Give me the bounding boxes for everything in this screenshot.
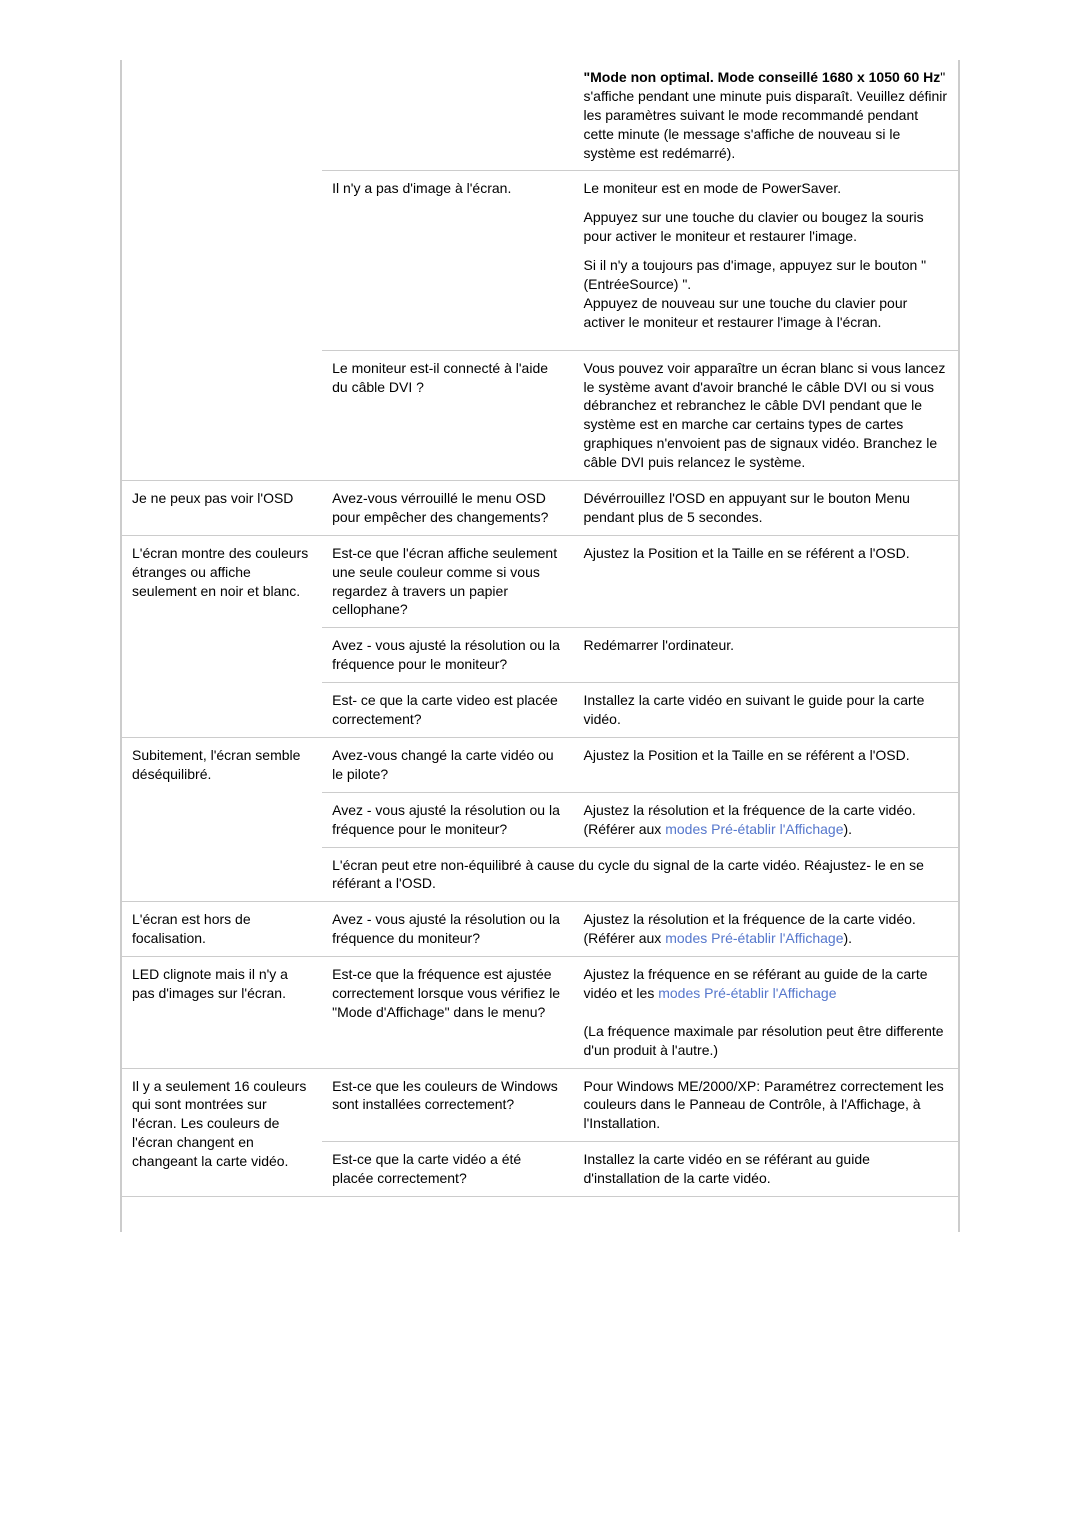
table-row: Subitement, l'écran semble déséquilibré.…	[121, 737, 959, 792]
symptom-cell	[121, 1196, 322, 1231]
check-cell: Est-ce que la fréquence est ajustée corr…	[322, 957, 573, 1068]
symptom-cell: Il y a seulement 16 couleurs qui sont mo…	[121, 1068, 322, 1196]
symptom-cell: Subitement, l'écran semble déséquilibré.	[121, 737, 322, 901]
solution-cell: Ajustez la résolution et la fréquence de…	[574, 792, 960, 847]
troubleshooting-table-wrap: "Mode non optimal. Mode conseillé 1680 x…	[120, 60, 960, 1232]
solution-cell: Vous pouvez voir apparaître un écran bla…	[574, 350, 960, 480]
text-run: Mode non optimal. Mode conseillé 1680 x …	[590, 69, 940, 85]
solution-cell: Dévérrouillez l'OSD en appuyant sur le b…	[574, 481, 960, 536]
table-row: L'écran est hors de focalisation.Avez - …	[121, 902, 959, 957]
reference-link[interactable]: modes Pré-établir l'Affichage	[665, 821, 843, 837]
text-run: (La fréquence maximale par résolution pe…	[584, 1023, 944, 1058]
solution-cell: Installez la carte vidéo en se référant …	[574, 1142, 960, 1197]
table-row: L'écran montre des couleurs étranges ou …	[121, 535, 959, 628]
symptom-cell: LED clignote mais il n'y a pas d'images …	[121, 957, 322, 1068]
check-cell: Est- ce que la carte video est placée co…	[322, 683, 573, 738]
solution-paragraph: Si il n'y a toujours pas d'image, appuye…	[584, 256, 949, 332]
solution-cell: Pour Windows ME/2000/XP: Paramétrez corr…	[574, 1068, 960, 1142]
check-cell: Est-ce que la carte vidéo a été placée c…	[322, 1142, 573, 1197]
table-row: Je ne peux pas voir l'OSDAvez-vous vérro…	[121, 481, 959, 536]
troubleshooting-table: "Mode non optimal. Mode conseillé 1680 x…	[120, 60, 960, 1232]
check-cell: Avez - vous ajusté la résolution ou la f…	[322, 628, 573, 683]
check-cell: Est-ce que l'écran affiche seulement une…	[322, 535, 573, 628]
check-cell	[322, 1196, 573, 1231]
solution-cell: Ajustez la résolution et la fréquence de…	[574, 902, 960, 957]
symptom-cell: L'écran est hors de focalisation.	[121, 902, 322, 957]
text-run: ).	[843, 821, 852, 837]
solution-cell: Ajustez la fréquence en se référant au g…	[574, 957, 960, 1068]
solution-cell: Ajustez la Position et la Taille en se r…	[574, 737, 960, 792]
check-cell: Avez-vous vérrouillé le menu OSD pour em…	[322, 481, 573, 536]
reference-link[interactable]: modes Pré-établir l'Affichage	[665, 930, 843, 946]
solution-cell: Ajustez la Position et la Taille en se r…	[574, 535, 960, 628]
solution-paragraph: Appuyez sur une touche du clavier ou bou…	[584, 208, 949, 246]
table-row: LED clignote mais il n'y a pas d'images …	[121, 957, 959, 1068]
solution-paragraph: Le moniteur est en mode de PowerSaver.	[584, 179, 949, 198]
symptom-cell: L'écran montre des couleurs étranges ou …	[121, 535, 322, 737]
symptom-cell	[121, 60, 322, 481]
solution-cell: Redémarrer l'ordinateur.	[574, 628, 960, 683]
text-run: ).	[843, 930, 852, 946]
check-cell: Avez - vous ajusté la résolution ou la f…	[322, 792, 573, 847]
solution-cell: "Mode non optimal. Mode conseillé 1680 x…	[574, 60, 960, 171]
check-cell: Avez - vous ajusté la résolution ou la f…	[322, 902, 573, 957]
table-row	[121, 1196, 959, 1231]
table-row: "Mode non optimal. Mode conseillé 1680 x…	[121, 60, 959, 171]
merged-note-cell: L'écran peut etre non-équilibré à cause …	[322, 847, 959, 902]
check-cell	[322, 60, 573, 171]
solution-cell: Le moniteur est en mode de PowerSaver. Ap…	[574, 171, 960, 350]
solution-cell: Installez la carte vidéo en suivant le g…	[574, 683, 960, 738]
reference-link[interactable]: modes Pré-établir l'Affichage	[658, 985, 836, 1001]
check-cell: Le moniteur est-il connecté à l'aide du …	[322, 350, 573, 480]
table-row: Il y a seulement 16 couleurs qui sont mo…	[121, 1068, 959, 1142]
check-cell: Il n'y a pas d'image à l'écran.	[322, 171, 573, 350]
symptom-cell: Je ne peux pas voir l'OSD	[121, 481, 322, 536]
check-cell: Avez-vous changé la carte vidéo ou le pi…	[322, 737, 573, 792]
solution-cell	[574, 1196, 960, 1231]
check-cell: Est-ce que les couleurs de Windows sont …	[322, 1068, 573, 1142]
